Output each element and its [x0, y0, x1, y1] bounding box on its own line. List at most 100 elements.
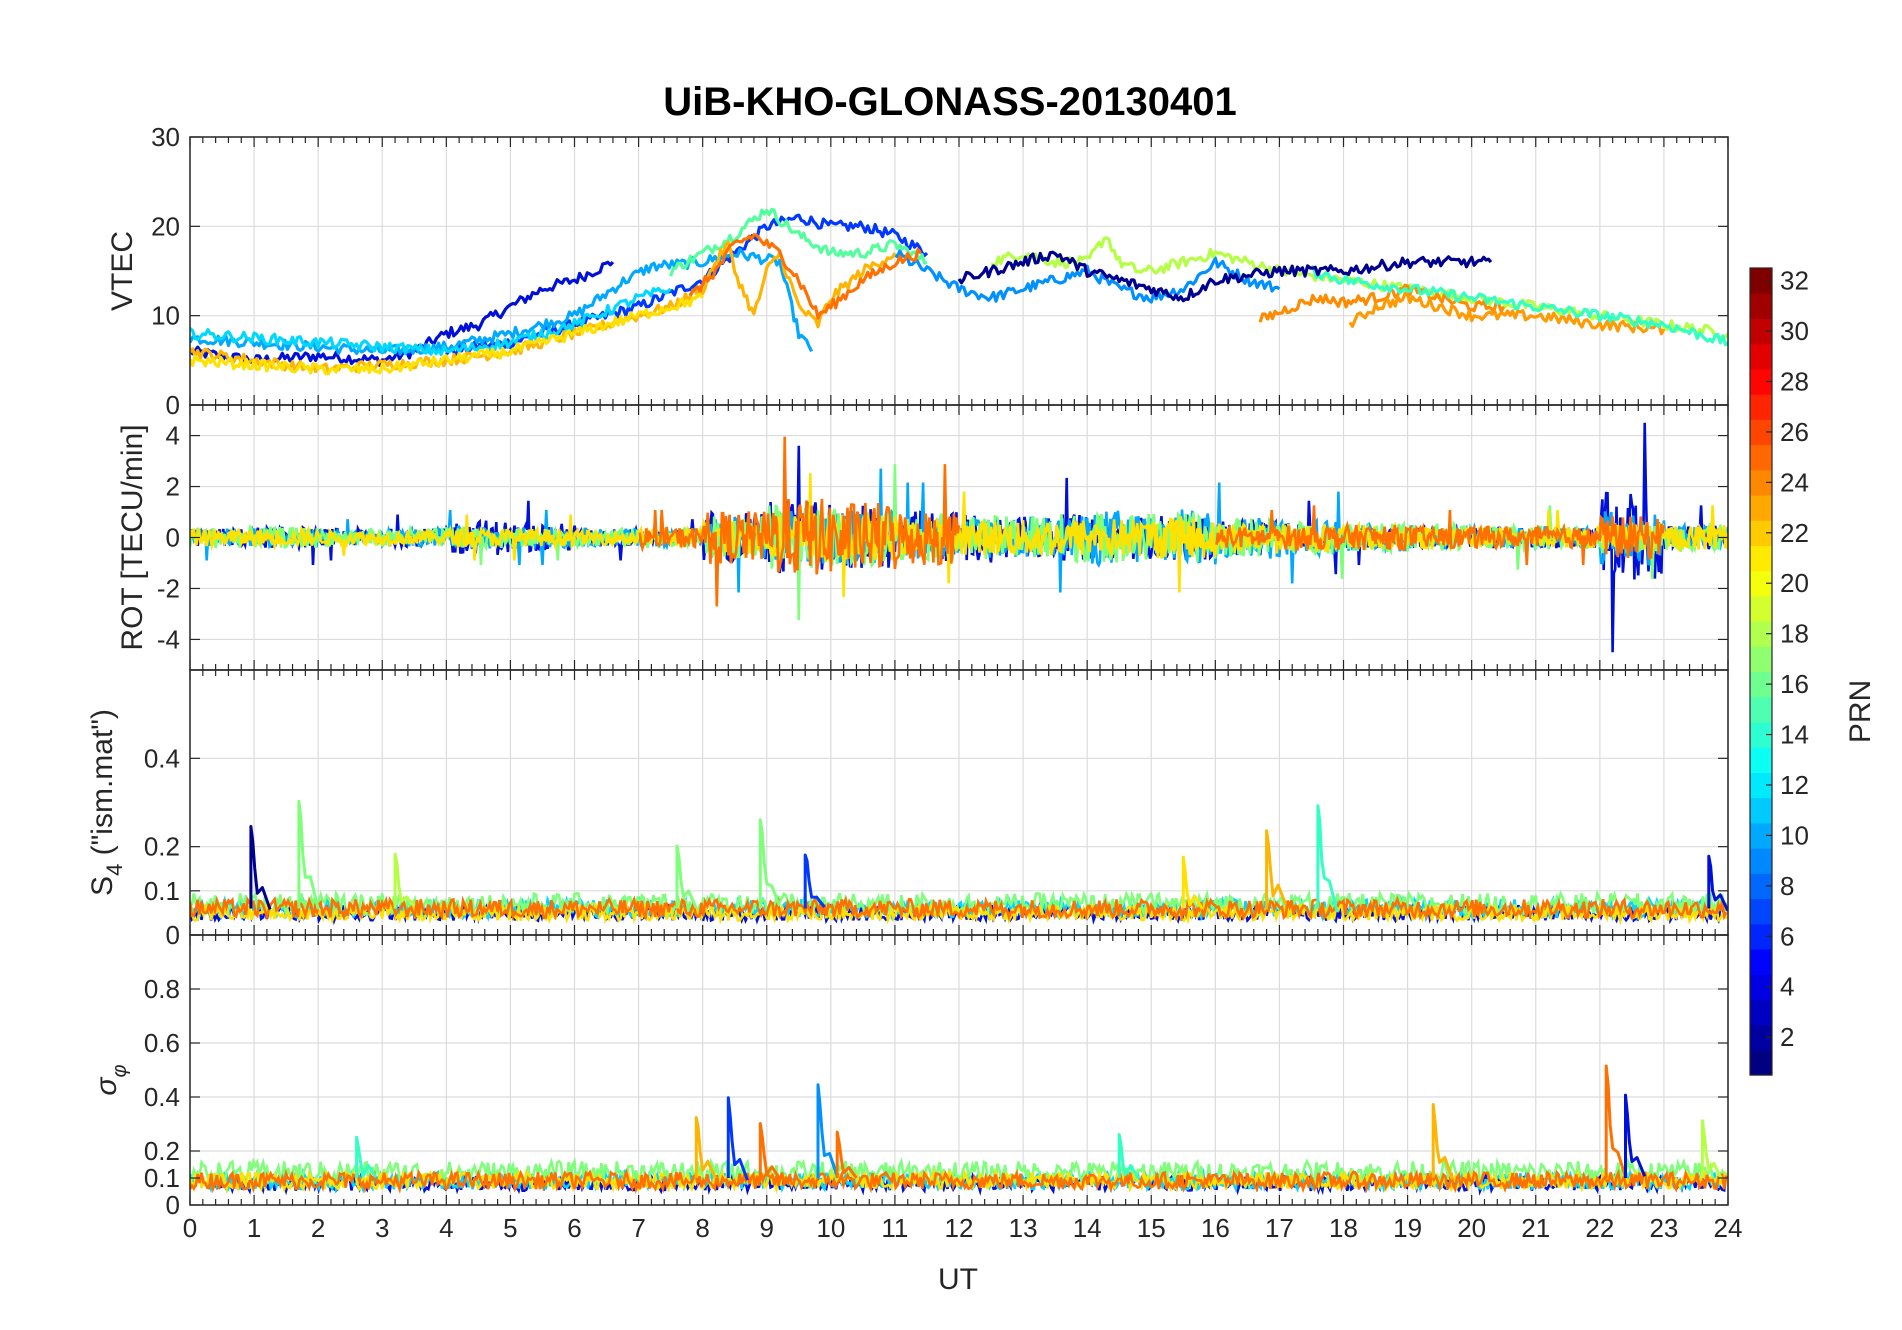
x-tick-label: 1	[247, 1213, 261, 1243]
colorbar-segment	[1750, 318, 1772, 345]
y-tick-label-vtec: 20	[151, 211, 180, 241]
grid-s4	[189, 670, 1729, 936]
vtec-series-prn-12	[190, 286, 672, 356]
s4-spike	[1181, 855, 1204, 910]
colorbar-segment	[1750, 595, 1772, 622]
s4-spike	[675, 844, 698, 909]
x-tick-label: 12	[945, 1213, 974, 1243]
colorbar-tick-label: 20	[1780, 568, 1809, 598]
colorbar-tick-label: 32	[1780, 266, 1809, 296]
y-tick-label-vtec: 30	[151, 122, 180, 152]
x-tick-label: 16	[1201, 1213, 1230, 1243]
colorbar-segment	[1750, 1024, 1772, 1051]
vtec-series-prn-24	[688, 233, 922, 320]
colorbar-segment	[1750, 268, 1772, 294]
colorbar-segment	[1750, 494, 1772, 521]
colorbar-segment	[1750, 948, 1772, 975]
vtec-series-prn-23	[1348, 291, 1666, 336]
colorbar-tick-label: 4	[1780, 972, 1794, 1002]
plot-area-sigma	[190, 1064, 1728, 1196]
vtec-series-prn-18	[990, 236, 1728, 339]
s4-spike	[1707, 854, 1728, 912]
y-tick-label-vtec: 0	[166, 390, 180, 420]
x-tick-label: 3	[375, 1213, 389, 1243]
s4-spike	[1316, 804, 1339, 913]
y-tick-label-sigma: 0	[166, 1190, 180, 1220]
y-tick-label-rot: 4	[166, 421, 180, 451]
vtec-series-prn-24	[1258, 283, 1506, 323]
x-tick-label: 8	[695, 1213, 709, 1243]
x-tick-label: 5	[503, 1213, 517, 1243]
sigma-spike	[694, 1116, 717, 1180]
x-tick-label: 20	[1457, 1213, 1486, 1243]
panel-s4: 0 0.1 0.2 0.4 S4 ("ism.mat")	[86, 669, 1729, 950]
colorbar-frame	[1749, 267, 1773, 1076]
x-tick-label: 14	[1073, 1213, 1102, 1243]
ticks-rot: -4 -2 0 2 4	[157, 405, 1729, 670]
y-tick-label-s4: 0.2	[144, 832, 180, 862]
x-tick-labels: 0 1 2 3 4 5 6 7 8 9 10 11 12 13 14 15 16 17 18 19 20 21 22 23 24	[183, 1213, 1743, 1243]
rot-series-prn-24	[638, 436, 961, 607]
plot-area-rot	[190, 422, 1728, 653]
vtec-series-prn-1	[957, 250, 1493, 303]
colorbar-segment	[1750, 293, 1772, 320]
s4-spike	[803, 853, 826, 909]
colorbar-segment	[1750, 974, 1772, 1000]
s4-spike	[393, 852, 416, 909]
sigma-series-prn-20	[190, 1167, 1728, 1195]
sigma-series-prn-24	[190, 1167, 1728, 1195]
x-tick-label: 18	[1329, 1213, 1358, 1243]
y-tick-label-sigma: 0.8	[144, 974, 180, 1004]
x-tick-label: 17	[1265, 1213, 1294, 1243]
y-axis-label-rot: ROT [TECU/min]	[116, 424, 149, 650]
colorbar-segment	[1750, 873, 1772, 900]
x-tick-label: 10	[816, 1213, 845, 1243]
colorbar-tick-label: 14	[1780, 720, 1809, 750]
colorbar-segment	[1750, 444, 1772, 471]
sigma-spike	[758, 1122, 781, 1180]
panel-vtec: 0 10 20 30 VTEC	[106, 122, 1729, 420]
sigma-spike	[1700, 1119, 1723, 1181]
colorbar-segment	[1750, 1049, 1772, 1076]
colorbar-segment	[1750, 520, 1772, 547]
colorbar-segment	[1750, 848, 1772, 874]
colorbar-tick-label: 16	[1780, 669, 1809, 699]
sigma-spike	[1624, 1093, 1647, 1178]
x-tick-label: 0	[183, 1213, 197, 1243]
colorbar-segment	[1750, 671, 1772, 698]
y-tick-label-s4: 0.1	[144, 876, 180, 906]
x-tick-label: 21	[1521, 1213, 1550, 1243]
colorbar-segment	[1750, 545, 1772, 572]
colorbar-segment	[1750, 368, 1772, 395]
x-tick-label: 23	[1649, 1213, 1678, 1243]
s4-spike	[758, 818, 781, 909]
colorbar-segment	[1750, 747, 1772, 773]
colorbar-segment	[1750, 772, 1772, 799]
ticks-s4: 0 0.1 0.2 0.4	[144, 670, 1729, 950]
y-tick-label-sigma: 0.1	[144, 1163, 180, 1193]
chart-title: UiB-KHO-GLONASS-20130401	[663, 80, 1237, 124]
colorbar-label: PRN	[1844, 680, 1877, 743]
vtec-series-prn-14	[1310, 264, 1728, 347]
sigma-spike	[816, 1083, 839, 1178]
colorbar-tick-label: 10	[1780, 820, 1809, 850]
panel-rot: -4 -2 0 2 4 ROT [TECU/min]	[116, 404, 1729, 671]
colorbar-tick-label: 28	[1780, 366, 1809, 396]
y-tick-label-rot: 0	[166, 523, 180, 553]
y-tick-label-sigma: 0.6	[144, 1028, 180, 1058]
colorbar-tick-label: 24	[1780, 467, 1809, 497]
colorbar-segment	[1750, 696, 1772, 723]
sigma-spike	[835, 1130, 858, 1179]
colorbar-tick-label: 12	[1780, 770, 1809, 800]
x-tick-label: 11	[881, 1213, 908, 1243]
sigma-spike	[1604, 1064, 1627, 1178]
sigma-spike	[1117, 1133, 1140, 1180]
s4-spike	[249, 825, 272, 910]
colorbar-segment	[1750, 570, 1772, 597]
colorbar-segment	[1750, 999, 1772, 1026]
y-tick-label-s4: 0	[166, 920, 180, 950]
